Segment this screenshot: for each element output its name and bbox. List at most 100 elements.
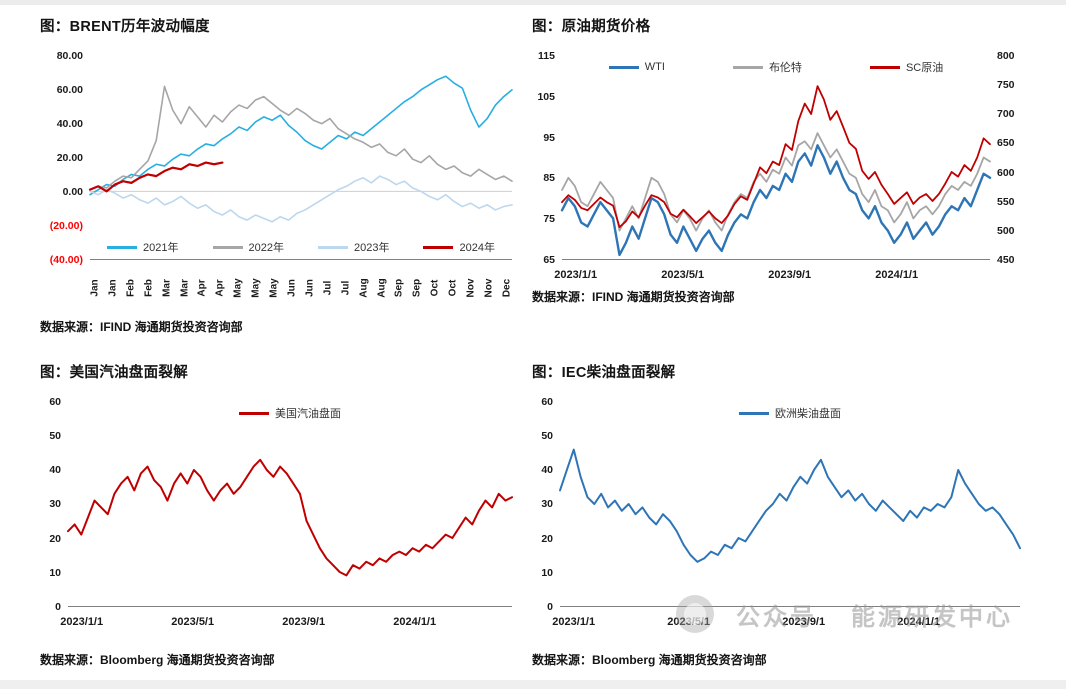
axis-tick-label: 95 — [543, 131, 555, 144]
series-line-0 — [68, 460, 512, 576]
axis-tick-label: 2023/9/1 — [282, 616, 326, 628]
axis-tick-label: 750 — [997, 79, 1015, 92]
axis-tick-label: 60.00 — [56, 84, 83, 96]
axis-tick-label: 500 — [997, 224, 1015, 237]
chart-title: 图：美国汽油盘面裂解 — [40, 365, 188, 381]
axis-tick-label: 80.00 — [56, 50, 83, 62]
axis-tick-label: 2024/1/1 — [897, 616, 941, 628]
axis-tick-label: Aug — [376, 278, 387, 298]
axis-tick-label: 2024/1/1 — [393, 616, 437, 628]
axis-tick-label: Mar — [179, 279, 191, 297]
axis-tick-label: 30 — [541, 498, 553, 511]
axis-tick-label: May — [250, 278, 262, 298]
axis-tick-label: 2023/9/1 — [768, 269, 812, 281]
axis-tick-label: (20.00) — [49, 220, 83, 232]
axis-tick-label: Jul — [340, 280, 352, 296]
axis-tick-label: 2023/5/1 — [171, 616, 215, 628]
axis-tick-label: Jun — [304, 279, 316, 297]
axis-tick-label: Apr — [196, 279, 208, 297]
axis-tick-label: 700 — [997, 108, 1015, 121]
source-note: 数据来源：IFIND 海通期货投资咨询部 — [40, 320, 243, 334]
axis-tick-label: 40 — [49, 464, 61, 477]
chart-area: 60 50 40 30 20 10 0 欧洲柴油盘面 — [532, 396, 1020, 613]
source-note: 数据来源：Bloomberg 海通期货投资咨询部 — [40, 653, 275, 667]
line-chart — [560, 402, 1020, 606]
axis-tick-label: 20 — [541, 532, 553, 545]
axis-tick-label: 2023/1/1 — [60, 616, 104, 628]
axis-tick-label: 2024/1/1 — [875, 269, 919, 281]
axis-tick-label: Jul — [322, 280, 334, 296]
plot-area: 美国汽油盘面 — [68, 402, 512, 607]
axis-tick-label: 650 — [997, 137, 1015, 150]
axis-tick-label: 0 — [55, 600, 61, 613]
axis-tick-label: Feb — [125, 279, 137, 297]
axis-tick-label: Mar — [161, 279, 173, 297]
axis-tick-label: Nov — [483, 278, 495, 298]
axis-tick-label: 75 — [543, 213, 555, 226]
axis-tick-label: 105 — [537, 90, 555, 103]
axis-tick-label: 50 — [49, 430, 61, 443]
axis-tick-label: 800 — [997, 50, 1015, 62]
x-axis: Jan Jan Feb Feb Mar Mar Apr Apr May May May Jun Jun J… — [89, 266, 513, 312]
x-axis: 2023/1/1 2023/5/1 2023/9/1 2024/1/1 — [552, 613, 1020, 629]
axis-tick-label: 600 — [997, 166, 1015, 179]
y-axis: 60 50 40 30 20 10 0 — [40, 396, 68, 613]
axis-tick-label: Oct — [429, 279, 441, 297]
axis-tick-label: Sep — [393, 278, 405, 298]
source-note: 数据来源：Bloomberg 海通期货投资咨询部 — [532, 653, 767, 667]
axis-tick-label: Nov — [465, 278, 477, 298]
line-chart — [68, 402, 512, 606]
axis-tick-label: 50 — [541, 430, 553, 443]
y-axis: 60 50 40 30 20 10 0 — [532, 396, 560, 613]
axis-tick-label: 550 — [997, 195, 1015, 208]
source-note: 数据来源：IFIND 海通期货投资咨询部 — [532, 290, 735, 304]
axis-tick-label: 40.00 — [56, 118, 83, 130]
plot-area: 2021年 2022年 2023年 2024年 — [90, 56, 512, 260]
chart-title: 图：BRENT历年波动幅度 — [40, 19, 210, 35]
axis-tick-label: 2023/5/1 — [667, 616, 711, 628]
y-axis: 80.00 60.00 40.00 20.00 0.00 (20.00) (40.00) — [40, 50, 90, 266]
axis-tick-label: 10 — [541, 566, 553, 579]
series-line-3 — [90, 163, 222, 192]
series-line-0 — [560, 450, 1020, 562]
axis-tick-label: 0.00 — [62, 186, 83, 198]
series-line-2 — [90, 176, 512, 222]
series-line-0 — [562, 145, 990, 255]
axis-tick-label: Apr — [214, 279, 226, 297]
axis-tick-label: May — [268, 278, 280, 298]
axis-tick-label: 30 — [49, 498, 61, 511]
panel-us-gasoline-crack: 图：美国汽油盘面裂解 60 50 40 30 20 10 0 美国汽油盘面 2023/1/1… — [40, 361, 512, 668]
x-axis: 2023/1/1 2023/5/1 2023/9/1 2024/1/1 — [554, 266, 990, 282]
axis-tick-label: 40 — [541, 464, 553, 477]
axis-tick-label: May — [232, 278, 244, 298]
series-line-2 — [562, 86, 990, 227]
line-chart — [562, 56, 990, 259]
line-chart — [90, 56, 512, 259]
plot-area: 欧洲柴油盘面 — [560, 402, 1020, 607]
y-axis-left: 115 105 95 85 75 65 — [532, 50, 562, 266]
axis-tick-label: 60 — [49, 396, 61, 408]
axis-tick-label: Dec — [501, 278, 513, 298]
axis-tick-label: 10 — [49, 566, 61, 579]
series-line-1 — [90, 86, 512, 189]
chart-title: 图：IEC柴油盘面裂解 — [532, 365, 676, 381]
axis-tick-label: 65 — [543, 253, 555, 266]
axis-tick-label: Oct — [447, 279, 459, 297]
chart-area: 60 50 40 30 20 10 0 美国汽油盘面 — [40, 396, 512, 613]
chart-area: 115 105 95 85 75 65 WTI 布伦特 SC原油 800 750 700 650 60… — [532, 50, 1020, 266]
axis-tick-label: 2023/1/1 — [552, 616, 596, 628]
axis-tick-label: Jan — [89, 279, 101, 297]
axis-tick-label: Feb — [143, 279, 155, 297]
axis-tick-label: 60 — [541, 396, 553, 408]
axis-tick-label: 2023/1/1 — [554, 269, 598, 281]
axis-tick-label: 115 — [538, 50, 555, 62]
series-line-0 — [90, 76, 512, 194]
y-axis-right: 800 750 700 650 600 550 500 450 — [990, 50, 1020, 266]
series-line-1 — [562, 133, 990, 230]
axis-tick-label: (40.00) — [49, 254, 83, 266]
axis-tick-label: 450 — [997, 253, 1015, 266]
axis-tick-label: 0 — [547, 600, 553, 613]
axis-tick-label: 20 — [49, 532, 61, 545]
panel-europe-diesel-crack: 图：IEC柴油盘面裂解 60 50 40 30 20 10 0 欧洲柴油盘面 2023/1/… — [532, 361, 1020, 668]
axis-tick-label: Sep — [411, 278, 423, 298]
